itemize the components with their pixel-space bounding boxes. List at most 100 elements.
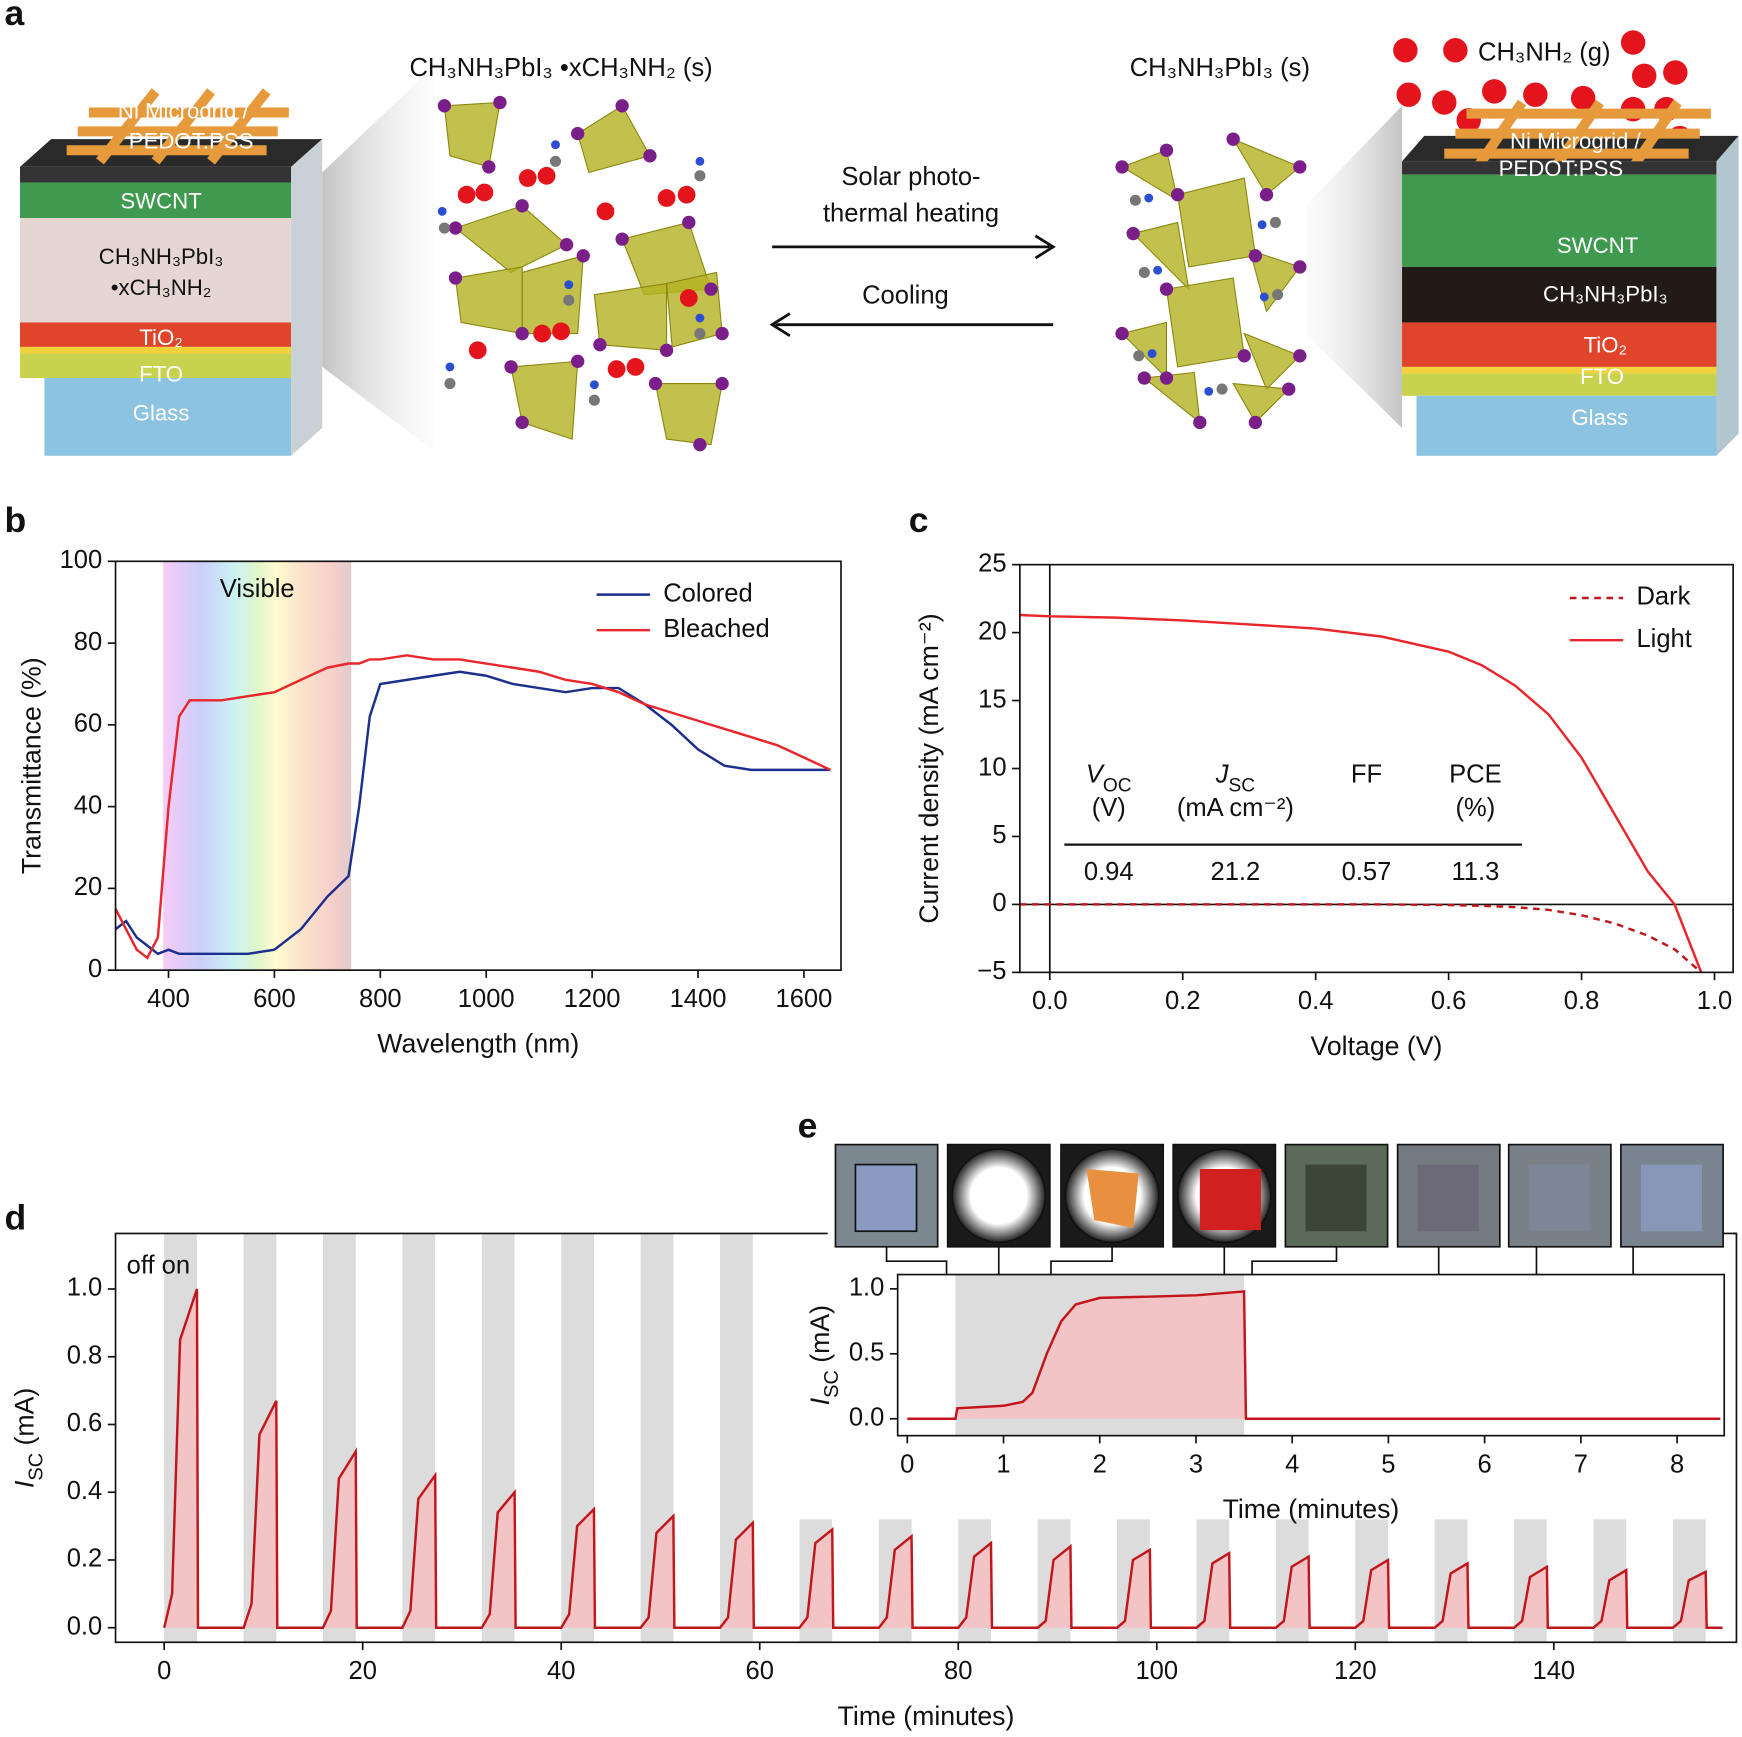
crystal-perovskite: CH₃NH₃PbI₃ (s) bbox=[1115, 54, 1310, 430]
table-header: PCE bbox=[1449, 760, 1502, 788]
x-tick-label: 7 bbox=[1574, 1450, 1588, 1478]
arrow-label: Cooling bbox=[862, 282, 949, 310]
table-unit: (V) bbox=[1092, 794, 1126, 822]
x-tick-label: 6 bbox=[1478, 1450, 1492, 1478]
label-part: J bbox=[1215, 760, 1229, 788]
y-axis-label: ISC (mA) bbox=[805, 1305, 843, 1405]
gas-label: CH₃NH₂ (g) bbox=[1478, 38, 1610, 66]
arrow-label: Solar photo- bbox=[841, 163, 980, 191]
band-label: Visible bbox=[220, 575, 295, 603]
x-tick-label: 3 bbox=[1189, 1450, 1203, 1478]
x-tick-label: 1.0 bbox=[1697, 987, 1733, 1015]
subscript: SC bbox=[26, 1453, 48, 1481]
x-tick-label: 2 bbox=[1093, 1450, 1107, 1478]
y-tick-label: 60 bbox=[74, 710, 102, 738]
legend-label: Light bbox=[1636, 625, 1691, 653]
x-tick-label: 0.0 bbox=[1032, 987, 1068, 1015]
inset-chart: e 0 1 2 3 4 5 6 7 8 0.0 0.5 1.0 Time (minutes) ISC (mA… bbox=[798, 1105, 1726, 1524]
x-tick-label: 0 bbox=[900, 1450, 914, 1478]
layer-label: Glass bbox=[1571, 405, 1628, 430]
zoom-cone bbox=[1305, 105, 1403, 429]
y-tick-label: 0 bbox=[88, 955, 102, 983]
layer-label: PEDOT:PSS bbox=[129, 128, 254, 153]
x-tick-label: 4 bbox=[1285, 1450, 1299, 1478]
layer-label: CH₃NH₃PbI₃ bbox=[1543, 282, 1668, 307]
panel: b Visible 400 600 800 1000 1200 1400 1600 0 20 40 60… bbox=[4, 500, 842, 1059]
annotation: off on bbox=[127, 1252, 190, 1280]
x-tick-label: 8 bbox=[1670, 1450, 1684, 1478]
label-part: FF bbox=[1351, 760, 1382, 788]
table-value: 21.2 bbox=[1211, 858, 1261, 886]
y-tick-label: 25 bbox=[978, 549, 1006, 577]
y-tick-label: 0.0 bbox=[849, 1404, 885, 1432]
table-value: 11.3 bbox=[1451, 858, 1499, 886]
x-tick-label: 0.2 bbox=[1165, 987, 1201, 1015]
line bbox=[163, 1288, 1723, 1629]
panel-a: a Ni Microgrid / PEDOT:PSS SWCNT CH₃NH₃P… bbox=[4, 0, 1739, 456]
panel-label: e bbox=[798, 1105, 818, 1145]
y-axis-label: ISC (mA) bbox=[10, 1388, 48, 1488]
y-tick-label: 0.0 bbox=[67, 1612, 103, 1640]
x-tick-label: 1200 bbox=[564, 985, 621, 1013]
x-tick-label: 60 bbox=[746, 1657, 774, 1685]
x-tick-label: 1400 bbox=[670, 985, 727, 1013]
table-value: 0.57 bbox=[1342, 858, 1392, 886]
x-axis-label: Wavelength (nm) bbox=[377, 1029, 579, 1059]
subscript: OC bbox=[1103, 775, 1132, 796]
x-axis-label: Time (minutes) bbox=[838, 1701, 1015, 1731]
layer-label: Ni Microgrid / bbox=[118, 98, 250, 123]
label-part: PCE bbox=[1449, 760, 1502, 788]
x-tick-label: 800 bbox=[359, 985, 402, 1013]
y-tick-label: 20 bbox=[74, 873, 102, 901]
y-tick-label: 10 bbox=[978, 753, 1006, 781]
table-header: JSC bbox=[1215, 760, 1256, 796]
layer-label: Glass bbox=[133, 401, 190, 426]
y-tick-label: 0.2 bbox=[67, 1545, 103, 1573]
y-tick-label: 0.6 bbox=[67, 1409, 103, 1437]
line bbox=[1019, 903, 1703, 974]
layer-label: PEDOT:PSS bbox=[1499, 156, 1624, 181]
formula: CH₃NH₃PbI₃ (s) bbox=[1130, 54, 1310, 82]
table-unit: (mA cm⁻²) bbox=[1177, 794, 1294, 822]
y-axis-label: Transmittance (%) bbox=[16, 657, 46, 874]
formula: CH₃NH₃PbI₃ •xCH₃NH₂ (s) bbox=[409, 54, 712, 82]
x-axis-label: Voltage (V) bbox=[1311, 1031, 1443, 1061]
x-tick-label: 600 bbox=[253, 985, 296, 1013]
panel-label: b bbox=[4, 500, 26, 540]
x-tick-label: 80 bbox=[944, 1657, 972, 1685]
table-value: 0.94 bbox=[1084, 858, 1134, 886]
crystal-intermediate: CH₃NH₃PbI₃ •xCH₃NH₂ (s) bbox=[409, 54, 729, 452]
left-device-stack: Ni Microgrid / PEDOT:PSS SWCNT CH₃NH₃PbI… bbox=[19, 88, 323, 456]
y-axis-label: Current density (mA cm⁻²) bbox=[914, 613, 944, 923]
device-photos bbox=[827, 1137, 1737, 1275]
legend-label: Dark bbox=[1636, 583, 1690, 611]
x-tick-label: 5 bbox=[1381, 1450, 1395, 1478]
reaction-arrows: Solar photo- thermal heating Cooling bbox=[769, 163, 1056, 337]
layer-label: CH₃NH₃PbI₃ bbox=[99, 244, 224, 269]
area bbox=[907, 1291, 1721, 1419]
y-tick-label: 80 bbox=[74, 628, 102, 656]
line bbox=[1019, 613, 1703, 973]
x-tick-label: 120 bbox=[1334, 1657, 1377, 1685]
panel-label: a bbox=[4, 0, 24, 33]
y-tick-label: 0.4 bbox=[67, 1477, 103, 1505]
table-header: FF bbox=[1351, 760, 1382, 788]
layer-label: •xCH₃NH₂ bbox=[111, 275, 212, 300]
layer-label: FTO bbox=[1580, 364, 1624, 389]
x-tick-label: 40 bbox=[547, 1657, 575, 1685]
line bbox=[114, 654, 831, 960]
label-part: I bbox=[805, 1397, 835, 1405]
y-tick-label: 5 bbox=[992, 821, 1006, 849]
label-part: (mA) bbox=[805, 1305, 835, 1370]
layer-label: TiO₂ bbox=[139, 325, 183, 350]
legend-label: Bleached bbox=[663, 615, 770, 643]
x-tick-label: 20 bbox=[348, 1657, 376, 1685]
y-tick-label: 40 bbox=[74, 791, 102, 819]
subscript: SC bbox=[1228, 775, 1255, 796]
layer-label: TiO₂ bbox=[1584, 333, 1628, 358]
y-tick-label: 0.5 bbox=[849, 1339, 885, 1367]
table-header: VOC bbox=[1086, 760, 1132, 796]
line bbox=[907, 1290, 1721, 1420]
panel-label: c bbox=[909, 500, 929, 540]
